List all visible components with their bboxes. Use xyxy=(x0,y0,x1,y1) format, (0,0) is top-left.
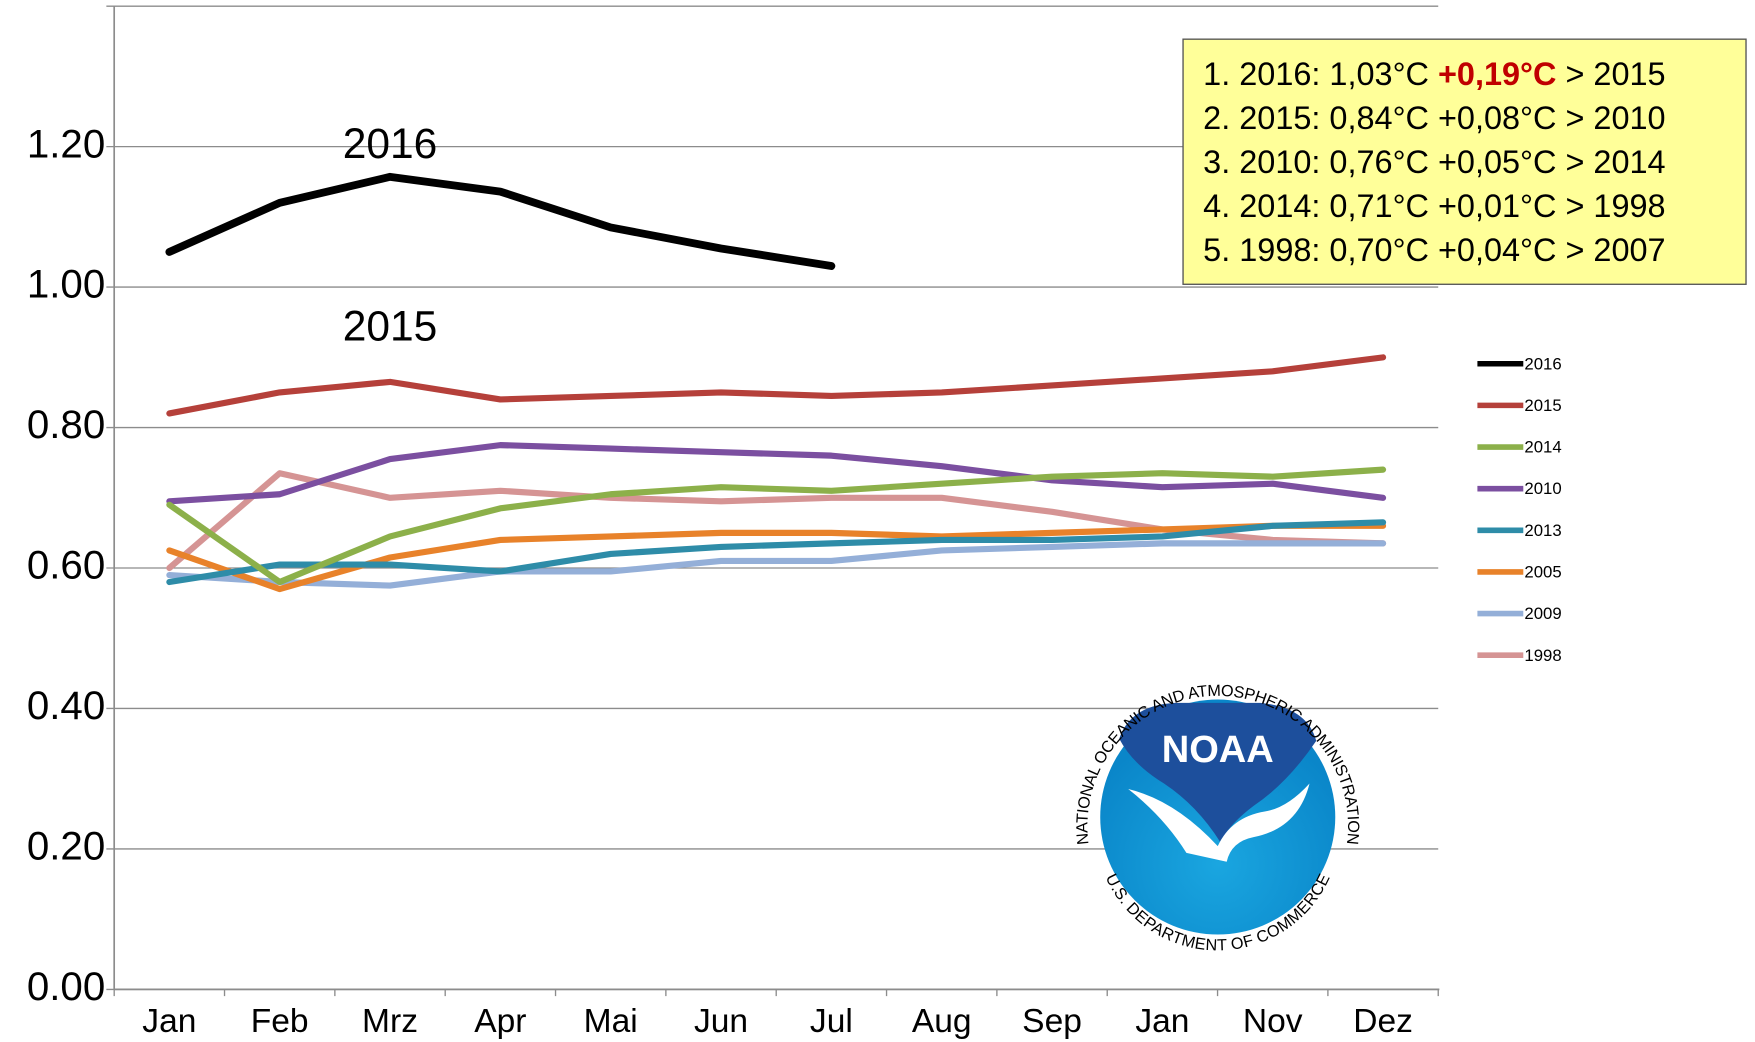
y-tick-label: 0.00 xyxy=(27,964,105,1009)
y-tick-label: 1.20 xyxy=(27,121,105,166)
legend-label: 2013 xyxy=(1524,521,1561,540)
x-tick-label: Jun xyxy=(694,1003,748,1040)
ranking-prefix: 1. 2016: 1,03°C xyxy=(1203,56,1429,92)
series-line xyxy=(166,540,1387,589)
x-tick-label: Jul xyxy=(810,1003,853,1040)
series-line xyxy=(166,442,1387,505)
legend-label: 2015 xyxy=(1524,396,1561,415)
ranking-line: 2. 2015: 0,84°C +0,08°C > 2010 xyxy=(1203,100,1665,136)
x-tick-label: Mai xyxy=(584,1003,638,1040)
ranking-diff: +0,08°C xyxy=(1438,100,1556,136)
y-tick-label: 0.20 xyxy=(27,824,105,869)
ranking-suffix: > 2015 xyxy=(1565,56,1665,92)
x-tick-label: Nov xyxy=(1243,1003,1303,1040)
ranking-diff: +0,05°C xyxy=(1438,144,1556,180)
x-tick-label: Jan xyxy=(1135,1003,1189,1040)
legend-label: 2010 xyxy=(1524,479,1561,498)
series-line xyxy=(166,466,1387,586)
ranking-line: 5. 1998: 0,70°C +0,04°C > 2007 xyxy=(1203,232,1665,268)
series-line xyxy=(166,354,1387,417)
annotation: 2016 xyxy=(343,120,438,168)
ranking-prefix: 4. 2014: 0,71°C xyxy=(1203,188,1429,224)
series-line xyxy=(166,519,1387,586)
ranking-diff: +0,01°C xyxy=(1438,188,1556,224)
ranking-suffix: > 2007 xyxy=(1565,232,1665,268)
annotation: 2015 xyxy=(343,302,438,350)
x-tick-label: Jan xyxy=(142,1003,196,1040)
legend-label: 2014 xyxy=(1524,438,1561,457)
ranking-diff: +0,19°C xyxy=(1438,56,1556,92)
series-line xyxy=(165,172,836,270)
ranking-line: 3. 2010: 0,76°C +0,05°C > 2014 xyxy=(1203,144,1665,180)
ranking-suffix: > 2014 xyxy=(1565,144,1665,180)
ranking-box xyxy=(1182,38,1747,285)
legend-label: 2005 xyxy=(1524,562,1561,581)
x-tick-label: Mrz xyxy=(362,1003,418,1040)
logo-name: NOAA xyxy=(1162,729,1274,771)
y-tick-label: 1.00 xyxy=(27,262,105,307)
y-tick-label: 0.80 xyxy=(27,402,105,447)
x-tick-label: Feb xyxy=(251,1003,309,1040)
legend-label: 1998 xyxy=(1524,646,1561,665)
ranking-line: 4. 2014: 0,71°C +0,01°C > 1998 xyxy=(1203,188,1665,224)
ranking-suffix: > 1998 xyxy=(1565,188,1665,224)
ranking-prefix: 5. 1998: 0,70°C xyxy=(1203,232,1429,268)
x-tick-label: Dez xyxy=(1353,1003,1413,1040)
legend-label: 2016 xyxy=(1524,354,1561,373)
ranking-line: 1. 2016: 1,03°C +0,19°C > 2015 xyxy=(1203,56,1665,92)
ranking-diff: +0,04°C xyxy=(1438,232,1556,268)
ranking-suffix: > 2010 xyxy=(1565,100,1665,136)
x-tick-label: Aug xyxy=(912,1003,972,1040)
ranking-prefix: 3. 2010: 0,76°C xyxy=(1203,144,1429,180)
y-tick-label: 0.60 xyxy=(27,543,105,588)
x-tick-label: Sep xyxy=(1022,1003,1082,1040)
logo-sky xyxy=(1119,702,1317,842)
logo-bird xyxy=(1128,783,1310,862)
y-tick-label: 0.40 xyxy=(27,683,105,728)
noaa-logo: NOAA NATIONAL OCEANIC AND ATMOSPHERIC AD… xyxy=(1074,682,1362,955)
legend-label: 2009 xyxy=(1524,604,1561,623)
ranking-prefix: 2. 2015: 0,84°C xyxy=(1203,100,1429,136)
x-tick-label: Apr xyxy=(474,1003,526,1040)
